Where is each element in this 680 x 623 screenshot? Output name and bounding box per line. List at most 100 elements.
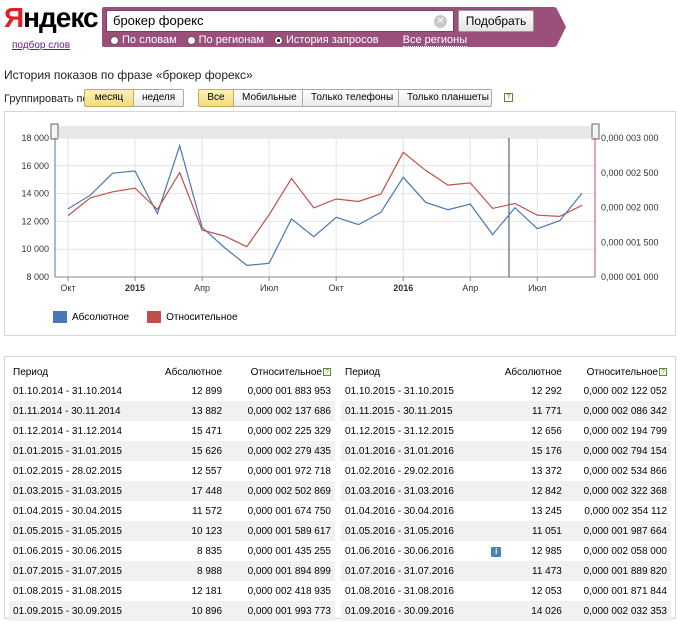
y-left-tick-label: 14 000 [21, 189, 49, 199]
absolute-cell-value: 14 026 [531, 605, 562, 617]
col-absolute: Абсолютное [164, 366, 223, 378]
table-row: 01.12.2014 - 31.12.2014 15 471 0,000 002 2… [9, 421, 335, 441]
period-cell-value: 01.08.2015 - 31.08.2015 [13, 585, 122, 597]
absolute-cell: 12 557 [148, 461, 226, 481]
table-row: 01.08.2016 - 31.08.2016 12 053 0,000 001 8… [341, 581, 671, 601]
period-cell: 01.08.2015 - 31.08.2015 [9, 581, 148, 601]
absolute-cell: 11 771 [475, 401, 566, 421]
legend-relative[interactable]: Относительное [147, 311, 238, 323]
device-toggle: Все Мобильные Только телефоны Только пла… [198, 89, 492, 107]
device-phones-button[interactable]: Только телефоны [303, 89, 399, 107]
relative-cell: 0,000 002 418 935 [226, 581, 335, 601]
help-icon[interactable]: ? [659, 367, 667, 376]
table-header-row: Период Абсолютное Относительное? [341, 363, 671, 381]
help-icon[interactable]: ? [504, 93, 513, 102]
table-row: 01.11.2014 - 30.11.2014 13 882 0,000 002 1… [9, 401, 335, 421]
relative-cell-value: 0,000 001 894 899 [247, 565, 331, 577]
period-cell-value: 01.03.2016 - 31.03.2016 [345, 485, 454, 497]
chart-legend: Абсолютное Относительное [53, 311, 256, 323]
relative-cell: 0,000 002 279 435 [226, 441, 335, 461]
absolute-cell: 15 471 [148, 421, 226, 441]
absolute-cell-value: 12 557 [191, 465, 223, 477]
period-cell-value: 01.12.2014 - 31.12.2014 [13, 425, 122, 437]
period-cell: 01.09.2015 - 30.09.2015 [9, 601, 149, 621]
y-right-tick-label: 0,000 002 000 [601, 203, 659, 213]
x-tick-label: 2016 [393, 283, 413, 293]
relative-cell: 0,000 001 889 820 [565, 561, 671, 581]
x-tick-label: Окт [60, 283, 75, 293]
radio-icon [110, 35, 119, 45]
relative-cell-value: 0,000 002 322 368 [583, 485, 667, 497]
absolute-cell-value: 11 771 [532, 405, 562, 417]
relative-cell: 0,000 001 871 844 [566, 581, 671, 601]
period-week-button[interactable]: неделя [134, 89, 184, 107]
info-icon[interactable]: i [491, 546, 502, 557]
absolute-cell-value: 15 626 [191, 445, 223, 457]
table-row: 01.07.2015 - 31.07.2015 8 988 0,000 001 89… [9, 561, 335, 581]
absolute-cell-value: 11 473 [532, 565, 562, 577]
range-handle-left[interactable] [50, 123, 59, 140]
device-tablets-button[interactable]: Только планшеты [399, 89, 492, 107]
legend-absolute[interactable]: Абсолютное [53, 311, 129, 323]
submit-button[interactable]: Подобрать [458, 10, 534, 32]
period-cell: 01.08.2016 - 31.08.2016 [341, 581, 476, 601]
relative-cell: 0,000 001 674 750 [226, 501, 335, 521]
relative-cell-value: 0,000 002 534 866 [583, 465, 667, 477]
y-right-tick-label: 0,000 002 500 [601, 168, 659, 178]
absolute-cell-value: 10 896 [191, 605, 223, 617]
mode-by-regions[interactable]: По регионам [186, 34, 264, 46]
relative-cell: 0,000 002 225 329 [226, 421, 335, 441]
period-cell: 01.04.2016 - 30.04.2016 [341, 501, 476, 521]
col-period: Период [345, 366, 381, 378]
device-all-button[interactable]: Все [198, 89, 234, 107]
search-input[interactable]: брокер форекс ✕ [106, 10, 454, 32]
logo-rest: ндекс [23, 2, 98, 33]
period-cell: 01.12.2014 - 31.12.2014 [9, 421, 148, 441]
x-tick-label: Июл [260, 283, 278, 293]
table-row: 01.11.2015 - 30.11.2015 11 771 0,000 002 0… [341, 401, 671, 421]
table-row: 01.03.2016 - 31.03.2016 12 842 0,000 002 3… [341, 481, 671, 501]
period-cell: 01.03.2015 - 31.03.2015 [9, 481, 149, 501]
period-month-button[interactable]: месяц [84, 89, 134, 107]
yandex-logo[interactable]: Яндекс [4, 2, 99, 38]
period-cell-value: 01.05.2016 - 31.05.2016 [345, 525, 454, 537]
device-mobile-button[interactable]: Мобильные [234, 89, 303, 107]
relative-cell: 0,000 001 883 953 [226, 381, 335, 401]
range-navigator [55, 126, 595, 138]
legend-label: Относительное [166, 311, 238, 323]
mode-history[interactable]: История запросов [274, 34, 379, 46]
table-row: 01.04.2016 - 30.04.2016 13 245 0,000 002 3… [341, 501, 671, 521]
period-cell-value: 01.02.2015 - 28.02.2015 [13, 465, 122, 477]
table-row: 01.05.2015 - 31.05.2015 10 123 0,000 001 5… [9, 521, 335, 541]
history-table-left: Период Абсолютное Относительное? 01.10.2… [9, 363, 335, 621]
region-selector[interactable]: Все регионы [402, 33, 468, 47]
relative-cell-value: 0,000 002 086 342 [583, 405, 667, 417]
range-handle-right[interactable] [591, 123, 600, 140]
period-cell: 01.11.2015 - 30.11.2015 [341, 401, 476, 421]
help-icon[interactable]: ? [323, 367, 331, 376]
col-relative: Относительное? [226, 363, 335, 381]
mode-by-words[interactable]: По словам [110, 34, 177, 46]
relative-cell: 0,000 002 794 154 [565, 441, 671, 461]
relative-cell-value: 0,000 001 674 750 [247, 505, 331, 517]
absolute-cell: 14 026 [475, 601, 566, 621]
absolute-cell: 11 572 [148, 501, 226, 521]
relative-cell-value: 0,000 002 794 154 [583, 445, 667, 457]
clear-icon[interactable]: ✕ [434, 15, 447, 28]
table-row: 01.05.2016 - 31.05.2016 11 051 0,000 001 9… [341, 521, 671, 541]
absolute-cell: 8 988 [148, 561, 227, 581]
relative-cell: 0,000 002 194 799 [566, 421, 671, 441]
relative-cell: 0,000 002 354 112 [566, 501, 671, 521]
x-tick-label: Окт [329, 283, 344, 293]
relative-cell-value: 0,000 001 972 718 [247, 465, 331, 477]
wordstat-link[interactable]: подбор слов [12, 40, 71, 51]
table-row: 01.02.2015 - 28.02.2015 12 557 0,000 001 9… [9, 461, 335, 481]
table-row: 01.06.2016 - 30.06.2016 i 12 985 0,000 002 … [341, 541, 671, 561]
period-cell: 01.07.2016 - 31.07.2016 [341, 561, 476, 581]
table-row: 01.08.2015 - 31.08.2015 12 181 0,000 002 4… [9, 581, 335, 601]
mode-label: История запросов [286, 34, 379, 46]
col-relative-label: Относительное [586, 366, 658, 378]
search-panel: брокер форекс ✕ Подобрать По словам По р… [102, 7, 566, 47]
table-row: 01.09.2016 - 30.09.2016 14 026 0,000 002 0… [341, 601, 671, 621]
period-cell: 01.02.2016 - 29.02.2016 [341, 461, 476, 481]
